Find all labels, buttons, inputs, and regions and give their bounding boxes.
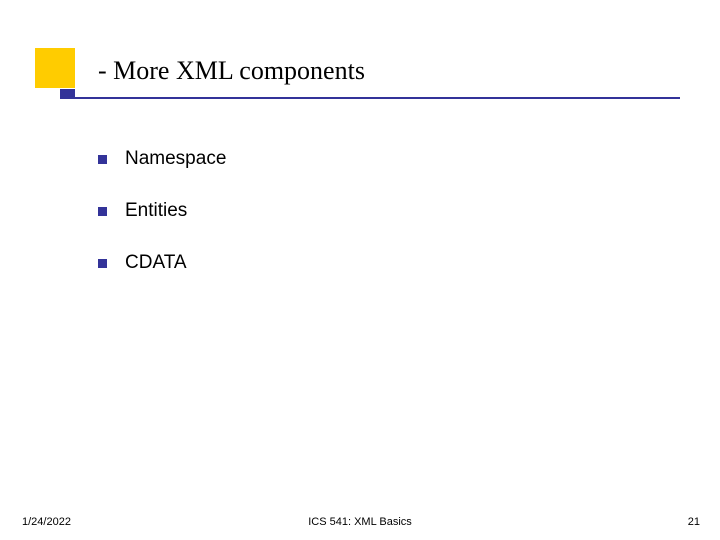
list-item: Namespace: [98, 148, 226, 170]
bullet-icon: [98, 207, 107, 216]
bullet-icon: [98, 259, 107, 268]
bullet-text: Namespace: [125, 148, 226, 170]
bullet-text: Entities: [125, 200, 187, 222]
list-item: CDATA: [98, 252, 226, 274]
bullet-icon: [98, 155, 107, 164]
bullet-list: Namespace Entities CDATA: [98, 148, 226, 304]
title-accent-block: [35, 48, 75, 88]
bullet-text: CDATA: [125, 252, 187, 274]
title-underline-tab: [60, 89, 75, 97]
footer-title: ICS 541: XML Basics: [0, 516, 720, 528]
list-item: Entities: [98, 200, 226, 222]
slide-title: - More XML components: [98, 56, 365, 86]
footer-page-number: 21: [688, 516, 700, 528]
title-underline: [60, 97, 680, 99]
